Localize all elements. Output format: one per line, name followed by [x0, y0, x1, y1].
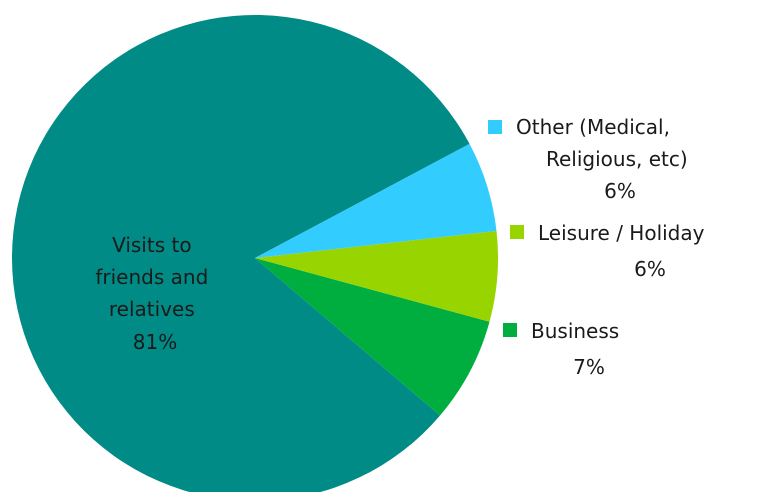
label-other-cont: Religious, etc) 6% [546, 147, 694, 203]
label-business-pct: 7% [573, 355, 605, 379]
legend-swatch-business [503, 323, 517, 337]
slice-visits-to-friends-and-relatives [11, 15, 470, 492]
label-other: Other (Medical, [516, 115, 670, 139]
percent-label: 7% [573, 355, 605, 379]
label-business: Business [531, 319, 619, 343]
slice-leisure-holiday [255, 230, 499, 322]
label-line: Leisure / Holiday [538, 221, 705, 245]
label-line: Business [531, 319, 619, 343]
label-line: relatives [109, 297, 195, 321]
percent-label: 6% [634, 257, 666, 281]
label-line: Other (Medical, [516, 115, 670, 139]
label-line: friends and [95, 265, 208, 289]
legend-swatch-other [488, 120, 502, 134]
pie-slices [11, 15, 499, 492]
percent-label: 6% [604, 179, 636, 203]
label-line: Religious, etc) [546, 147, 688, 171]
slice-business [255, 258, 490, 416]
percent-label: 81% [133, 330, 177, 354]
label-leisure-holiday: Leisure / Holiday [538, 221, 705, 245]
legend-swatch-leisure-holiday [510, 225, 524, 239]
slice-other [255, 143, 497, 258]
label-visits-to-friends-and-relatives: Visits to friends and relatives 81% [95, 233, 214, 354]
label-leisure-holiday-pct: 6% [634, 257, 666, 281]
label-line: Visits to [112, 233, 191, 257]
